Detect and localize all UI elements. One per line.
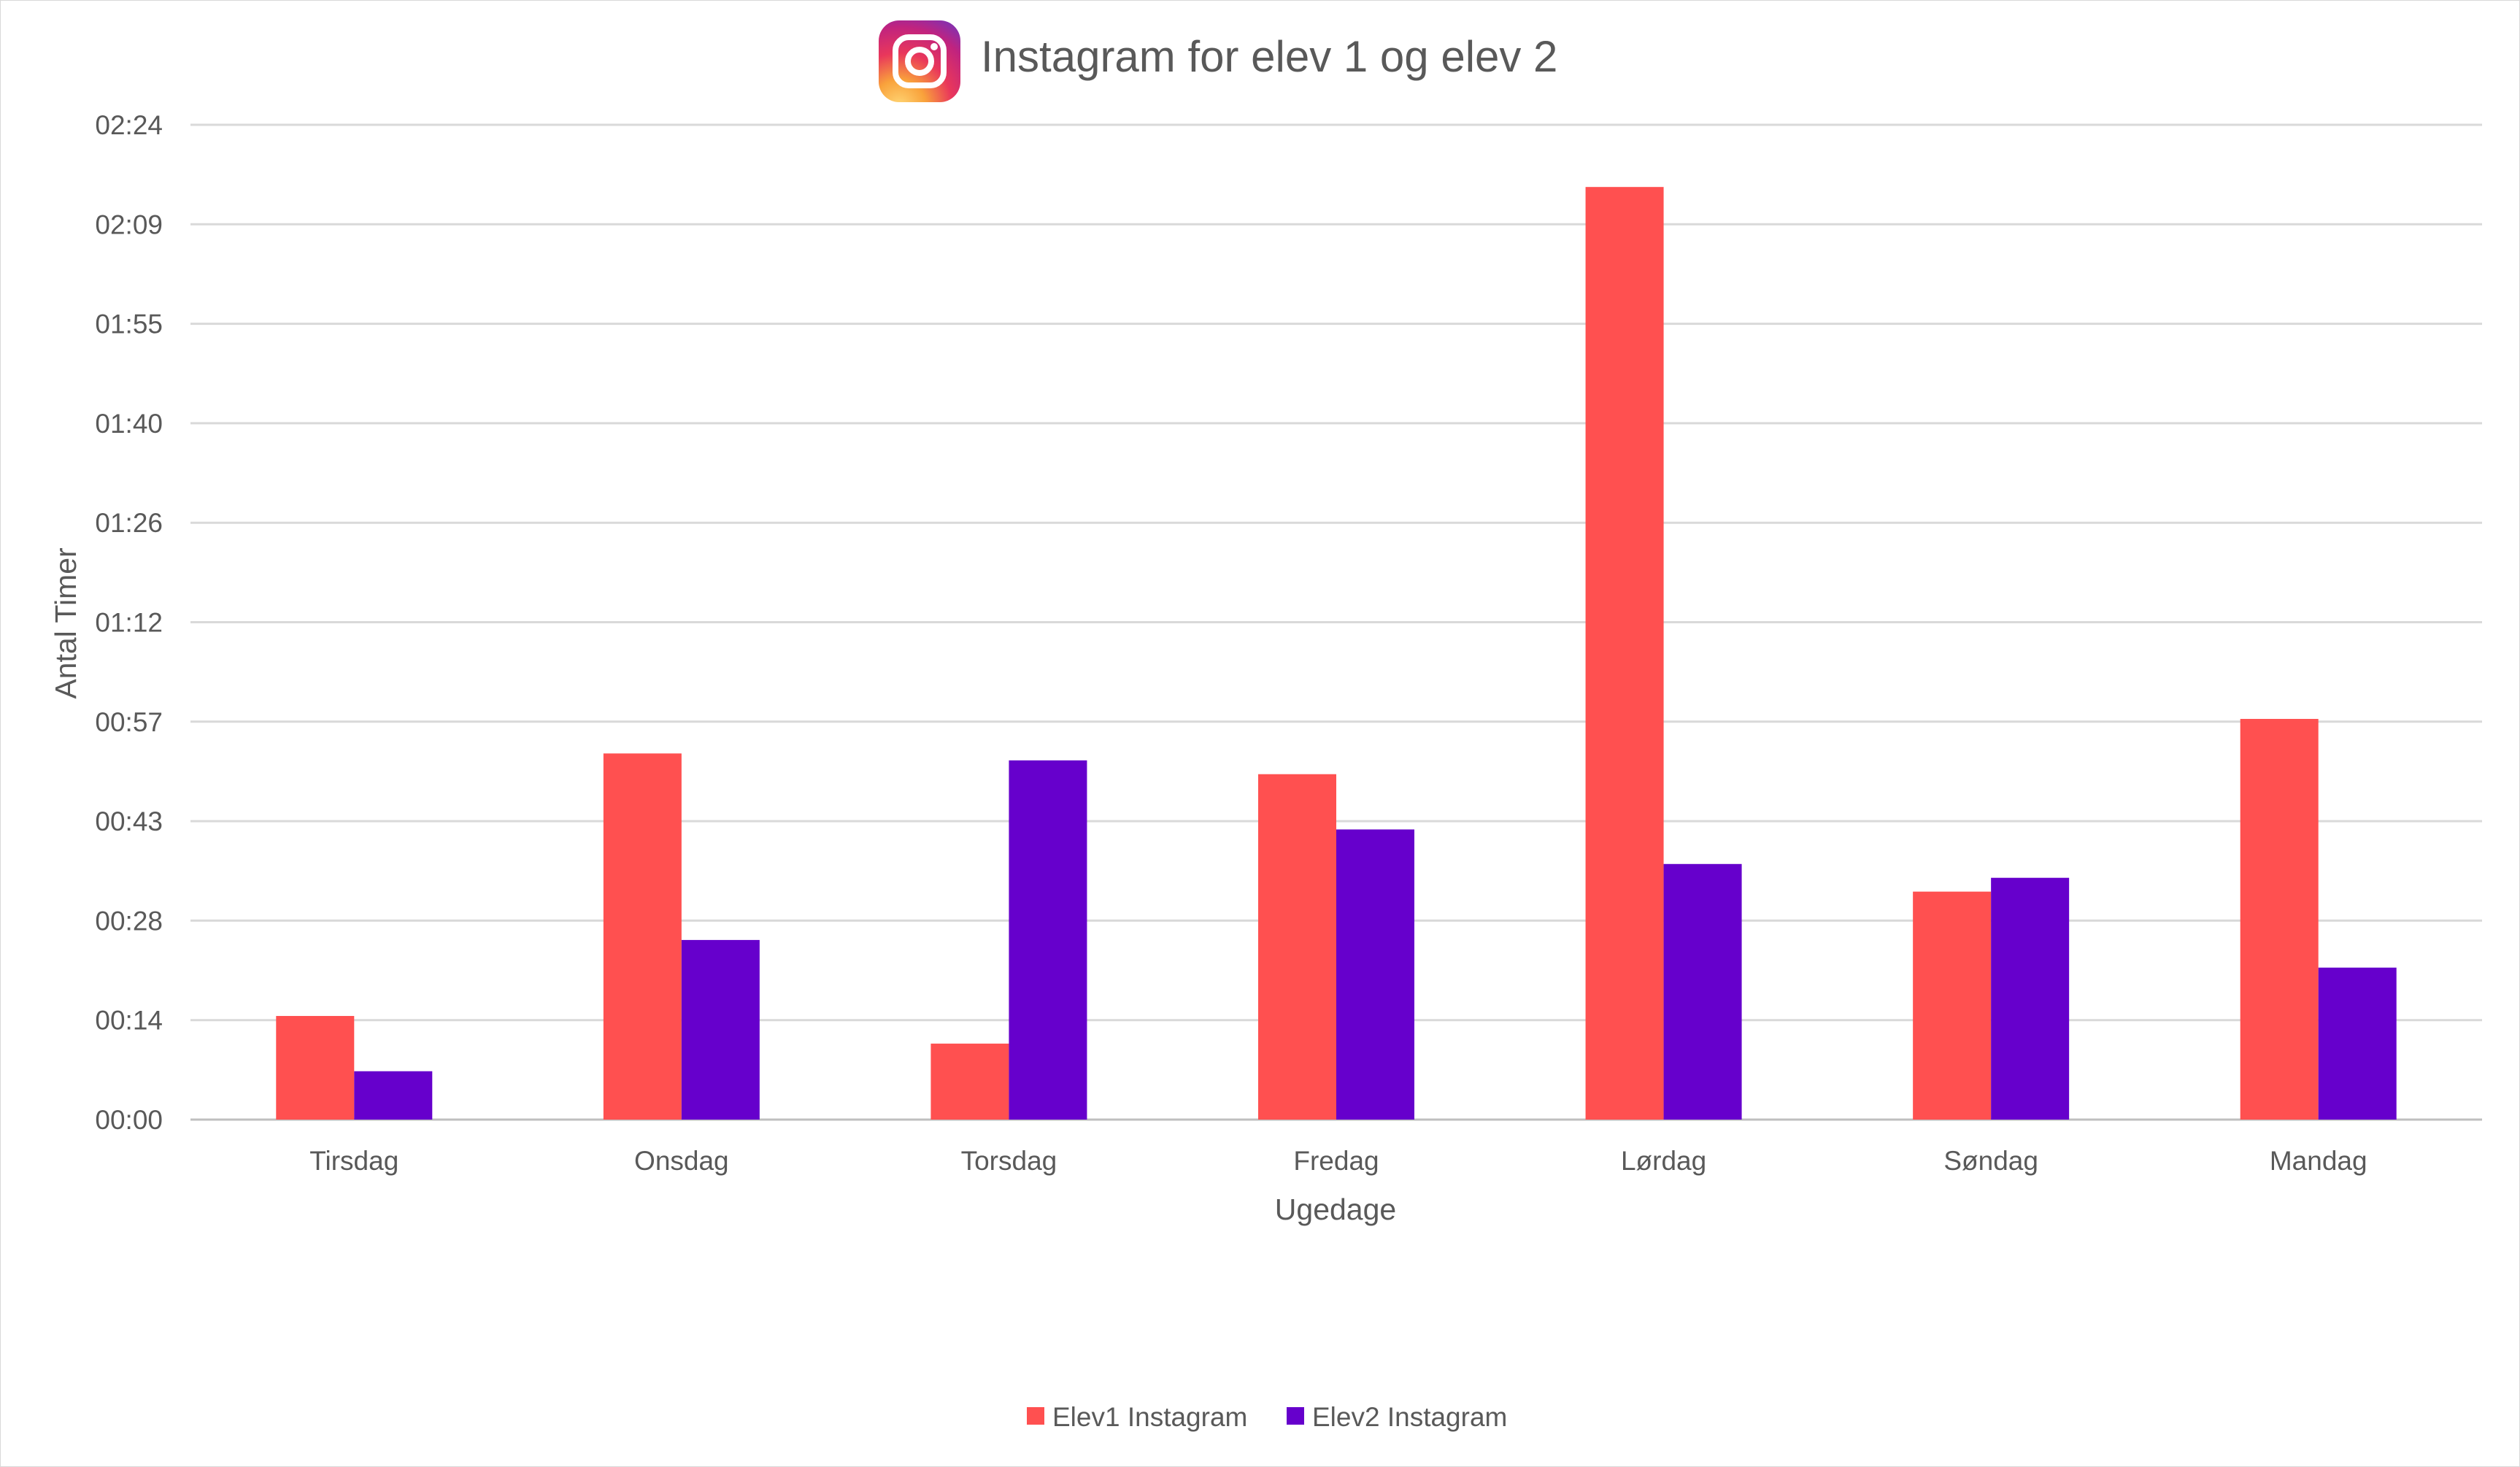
y-tick-label: 00:14: [95, 1006, 163, 1036]
y-tick-label: 01:26: [95, 508, 163, 538]
x-tick-label: Mandag: [2270, 1146, 2367, 1176]
bar-torsdag-series-2: [1009, 760, 1087, 1120]
bar-mandag-series-1: [2240, 719, 2319, 1120]
bar-torsdag-series-1: [930, 1043, 1009, 1120]
bar-tirsdag-series-1: [276, 1016, 355, 1120]
x-tick-label: Onsdag: [634, 1146, 729, 1176]
bars: [276, 187, 2397, 1120]
x-tick-label: Tirsdag: [309, 1146, 398, 1176]
y-tick-label: 02:24: [95, 110, 163, 140]
y-tick-label: 00:43: [95, 806, 163, 836]
y-tick-label: 02:09: [95, 209, 163, 239]
y-axis-tick-labels: 00:00 00:14 00:28 00:43 00:57 01:12 01:26 01:40…: [95, 110, 163, 1135]
bar-søndag-series-1: [1913, 891, 1992, 1120]
bar-onsdag-series-2: [681, 939, 760, 1120]
y-tick-label: 01:12: [95, 608, 163, 638]
legend-label: Elev2 Instagram: [1312, 1402, 1507, 1432]
instagram-logo-icon: [879, 20, 960, 102]
x-tick-label: Fredag: [1293, 1146, 1379, 1176]
y-tick-label: 01:40: [95, 409, 163, 439]
y-tick-label: 00:00: [95, 1105, 163, 1135]
legend-swatch: [1027, 1407, 1044, 1425]
chart-title-group: Instagram for elev 1 og elev 2: [879, 20, 1557, 102]
bar-lørdag-series-1: [1585, 187, 1664, 1120]
legend-label: Elev1 Instagram: [1052, 1402, 1247, 1432]
bar-fredag-series-1: [1258, 774, 1336, 1120]
bar-tirsdag-series-2: [354, 1071, 433, 1120]
legend-swatch: [1287, 1407, 1304, 1425]
x-axis-tick-labels: Tirsdag Onsdag Torsdag Fredag Lørdag Søndag Ma…: [309, 1146, 2367, 1176]
bar-fredag-series-2: [1336, 829, 1414, 1120]
y-tick-label: 00:57: [95, 707, 163, 737]
legend: Elev1 Instagram Elev2 Instagram: [1027, 1402, 1507, 1432]
x-tick-label: Lørdag: [1621, 1146, 1706, 1176]
x-tick-label: Torsdag: [961, 1146, 1057, 1176]
bar-søndag-series-2: [1991, 877, 2070, 1120]
x-axis-title: Ugedage: [1275, 1193, 1396, 1226]
y-axis-title: Antal Timer: [49, 547, 82, 698]
x-tick-label: Søndag: [1943, 1146, 2038, 1176]
bar-mandag-series-2: [2318, 967, 2397, 1120]
chart-title: Instagram for elev 1 og elev 2: [981, 32, 1557, 81]
y-tick-label: 01:55: [95, 309, 163, 339]
y-tick-label: 00:28: [95, 906, 163, 936]
bar-lørdag-series-2: [1663, 863, 1742, 1120]
bar-onsdag-series-1: [603, 753, 682, 1120]
